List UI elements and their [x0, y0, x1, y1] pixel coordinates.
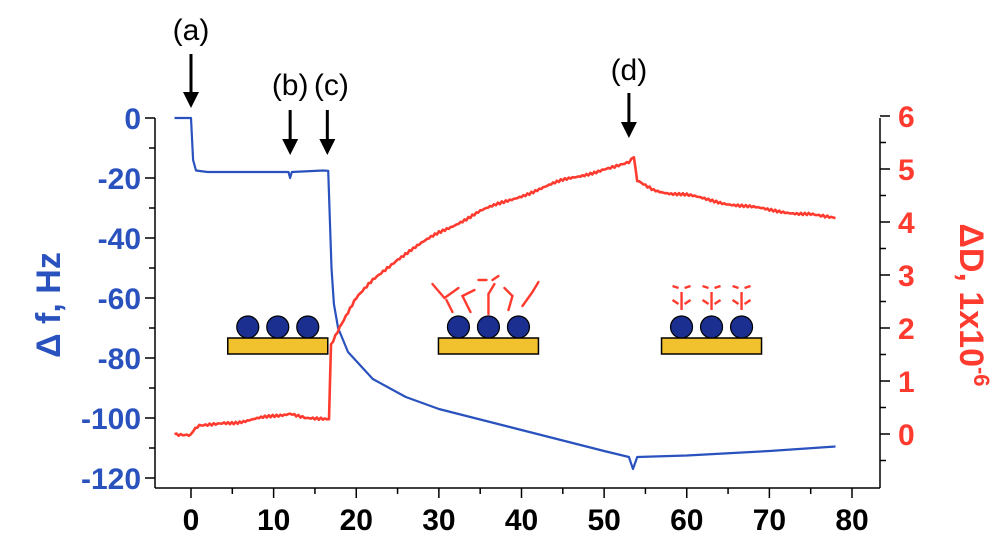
antibody-arm [744, 284, 751, 290]
nanoparticle [729, 315, 754, 339]
annotation-arrow-head [183, 92, 199, 108]
x-tick-label: 40 [505, 504, 538, 537]
x-tick-label: 60 [670, 504, 703, 537]
nanoparticle-antibody-oriented [660, 284, 763, 355]
x-tick-label: 50 [587, 504, 620, 537]
left-y-ticks: 0 -20 -40 -60 -80 -100 -120 [81, 103, 155, 496]
left-tick-label: -40 [98, 223, 141, 256]
antibody-fragment [521, 290, 534, 308]
right-tick-label: 0 [898, 419, 915, 452]
axes [154, 118, 881, 489]
right-tick-label: 5 [898, 154, 915, 187]
right-axis-title: ΔD, 1x10-6 [952, 223, 994, 386]
antibody-fragment [461, 294, 472, 314]
antibody-fragment [507, 294, 514, 312]
left-tick-label: -20 [98, 163, 141, 196]
left-tick-label: -100 [81, 403, 141, 436]
antibody-arm [743, 299, 752, 305]
left-axis-title: Δ f, Hz [30, 252, 68, 358]
substrate-layer [437, 337, 540, 355]
nanoparticle [236, 315, 260, 339]
nanoparticle [266, 315, 290, 339]
annotation-arrow-head [620, 122, 637, 138]
right-axis-title-base: ΔD, 1x10 [952, 223, 990, 367]
annotation-arrow-head [282, 139, 299, 155]
series [174, 116, 836, 471]
right-tick-label: 1 [898, 366, 915, 399]
antibody-arm [714, 284, 721, 290]
nanoparticle [296, 315, 320, 339]
antibody-fragment [443, 286, 460, 300]
left-tick-label: 0 [124, 103, 141, 136]
antibody-fragment [487, 282, 496, 296]
substrate-layer [660, 337, 763, 355]
left-tick-label: -120 [81, 463, 141, 496]
right-tick-label: 2 [898, 313, 915, 346]
x-tick-label: 20 [340, 504, 373, 537]
antibody-fragment [491, 274, 500, 282]
antibody-arm [731, 299, 740, 305]
antibody-fragment [461, 288, 476, 298]
x-tick-label: 30 [422, 504, 455, 537]
left-tick-label: -80 [98, 343, 141, 376]
antibody-arm [684, 284, 691, 290]
dissipation-series-line [174, 156, 836, 438]
left-tick-label: -60 [98, 283, 141, 316]
nanoparticle [699, 315, 724, 339]
antibody-arm [702, 284, 709, 290]
x-tick-label: 10 [257, 504, 290, 537]
nanoparticle-layer [227, 315, 329, 355]
antibody-arm [672, 284, 679, 290]
nanoparticle [506, 315, 531, 339]
antibody-fragment [445, 298, 454, 314]
nanoparticle [446, 315, 471, 339]
annotations: (a) (b) (c) (d) [173, 14, 648, 155]
x-tick-label: 70 [753, 504, 786, 537]
antibody-fragment [431, 282, 446, 300]
nanoparticle [476, 315, 501, 339]
x-tick-label: 80 [835, 504, 868, 537]
nanoparticle-antibody-random [431, 274, 540, 355]
right-tick-label: 3 [898, 260, 915, 293]
insets [227, 274, 763, 355]
x-tick-label: 0 [183, 504, 200, 537]
annotation-arrow-head [319, 139, 336, 155]
antibody-arm [732, 284, 739, 290]
x-ticks: 0 10 20 30 40 50 60 70 80 [183, 488, 869, 537]
annotation-label: (c) [314, 69, 349, 102]
antibody-fragment [503, 286, 514, 298]
right-tick-label: 4 [898, 207, 915, 240]
annotation-label: (a) [173, 14, 210, 47]
antibody-arm [701, 299, 710, 305]
antibody-arm [671, 299, 680, 305]
antibody-arm [713, 299, 722, 305]
right-axis-title-exponent: -6 [969, 367, 994, 387]
annotation-label: (b) [272, 69, 309, 102]
antibody-fragment [531, 280, 540, 294]
substrate-layer [227, 337, 329, 355]
annotation-label: (d) [611, 54, 648, 87]
right-tick-label: 6 [898, 101, 915, 134]
nanoparticle [669, 315, 694, 339]
right-y-ticks: 0 1 2 3 4 5 6 [880, 101, 915, 462]
antibody-arm [683, 299, 692, 305]
